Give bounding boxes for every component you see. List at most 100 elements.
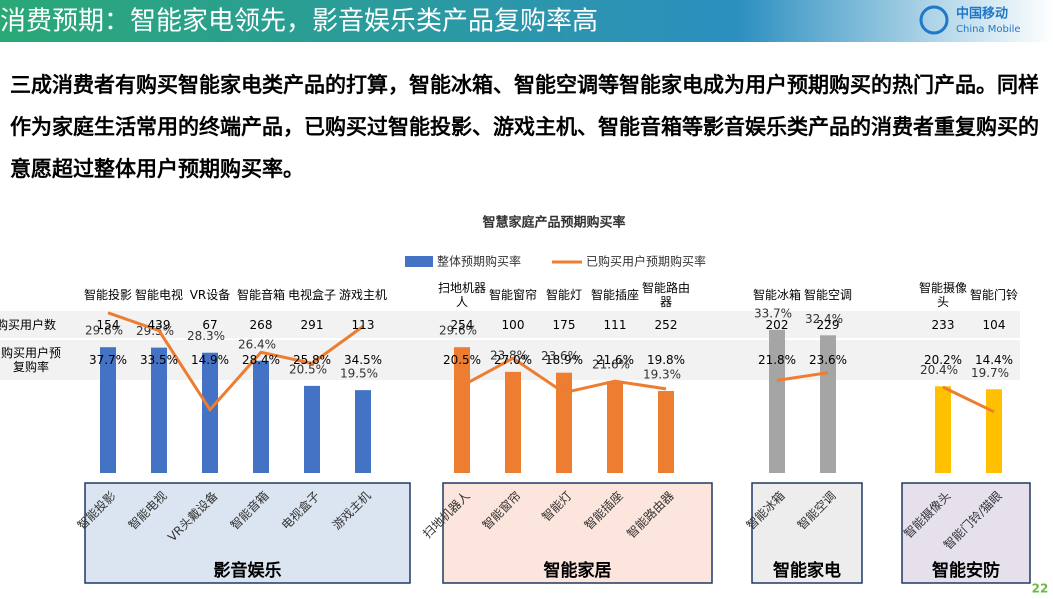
table-header: 智能灯 bbox=[545, 288, 582, 302]
body-text: 三成消费者有购买智能家电类产品的打算，智能冰箱、智能空调等智能家电成为用户预期购… bbox=[10, 73, 1039, 181]
table-cell: 233 bbox=[931, 317, 955, 332]
table-cell: 27.0% bbox=[493, 353, 533, 367]
table-header: 智能冰箱 bbox=[752, 288, 801, 302]
bar bbox=[304, 385, 320, 473]
bar-value-label: 20.5% bbox=[289, 362, 327, 376]
legend-swatch bbox=[405, 256, 433, 267]
line-series bbox=[776, 371, 829, 382]
bar-value-label: 19.7% bbox=[971, 366, 1009, 380]
group-box bbox=[901, 482, 1031, 584]
table-cell: 100 bbox=[501, 317, 525, 332]
group-box bbox=[442, 482, 713, 584]
bar bbox=[820, 335, 836, 473]
table-cell: 23.6% bbox=[808, 353, 848, 367]
table-cell: 291 bbox=[300, 317, 324, 332]
table-row-label: 购买用户数 bbox=[0, 317, 57, 332]
bar-value-label: 19.3% bbox=[643, 367, 681, 381]
bar bbox=[253, 360, 269, 473]
slide-title: 消费预期：智能家电领先，影音娱乐类产品复购率高 bbox=[0, 7, 598, 37]
table-cell: 37.7% bbox=[88, 353, 128, 367]
table-cell: 14.4% bbox=[974, 353, 1014, 367]
table-cell: 113 bbox=[351, 317, 375, 332]
table-header: 智能投影 bbox=[83, 288, 132, 302]
table-header: 电视盒子 bbox=[287, 288, 336, 302]
bar bbox=[607, 381, 623, 473]
bar bbox=[505, 371, 521, 473]
legend-label: 已购买用户预期购买率 bbox=[586, 254, 706, 269]
table-header: 扫地机器人 bbox=[437, 281, 486, 309]
table-cell: 229 bbox=[816, 317, 840, 332]
bar-value-label: 29.6% bbox=[439, 324, 477, 338]
bar-value-label: 29.5% bbox=[136, 324, 174, 338]
table-cell: 20.2% bbox=[923, 353, 963, 367]
bar bbox=[151, 347, 167, 473]
table-row-bg bbox=[0, 311, 1020, 338]
table-cell: 20.5% bbox=[442, 353, 482, 367]
table-cell: 33.5% bbox=[139, 353, 179, 367]
table-header: 智能音箱 bbox=[236, 288, 285, 302]
bar-value-label: 23.8% bbox=[490, 348, 528, 362]
table-cell: 254 bbox=[450, 317, 474, 332]
table-header: 智能门铃 bbox=[969, 288, 1018, 302]
table-row-label: 购买用户预复购率 bbox=[0, 346, 61, 374]
line-series bbox=[942, 385, 995, 414]
table-cell: 439 bbox=[147, 317, 171, 332]
table-cell: 104 bbox=[982, 317, 1006, 332]
bar-value-label: 26.4% bbox=[238, 337, 276, 351]
table-cell: 175 bbox=[552, 317, 576, 332]
bar bbox=[202, 352, 218, 473]
group-name: 影音娱乐 bbox=[214, 560, 282, 581]
bar-value-label: 21.6% bbox=[592, 358, 630, 372]
chart-title: 智慧家庭产品预期购买率 bbox=[482, 215, 625, 231]
bar-value-label: 19.5% bbox=[340, 367, 378, 381]
table-header: VR设备 bbox=[189, 288, 231, 302]
bar-value-label: 32.4% bbox=[805, 312, 843, 326]
group-name: 智能家居 bbox=[544, 560, 612, 581]
page-number: 22 bbox=[1032, 582, 1049, 596]
table-cell: 19.8% bbox=[646, 353, 686, 367]
table-header: 游戏主机 bbox=[338, 288, 387, 302]
table-cell: 21.8% bbox=[757, 353, 797, 367]
table-cell: 18.9% bbox=[544, 353, 584, 367]
bar-value-label: 28.3% bbox=[187, 329, 225, 343]
table-cell: 268 bbox=[249, 317, 273, 332]
table-header: 智能插座 bbox=[590, 288, 639, 302]
bar bbox=[454, 347, 470, 473]
bar bbox=[769, 329, 785, 473]
header-bar bbox=[0, 0, 1053, 42]
logo-en: China Mobile bbox=[956, 24, 1021, 35]
table-cell: 252 bbox=[654, 317, 678, 332]
table-cell: 111 bbox=[603, 317, 627, 332]
logo-icon bbox=[919, 5, 949, 35]
bar-value-label: 20.4% bbox=[920, 363, 958, 377]
group-box bbox=[84, 482, 411, 584]
legend-label: 整体预期购买率 bbox=[437, 254, 521, 269]
table-cell: 34.5% bbox=[343, 353, 383, 367]
table-cell: 28.4% bbox=[241, 353, 281, 367]
bar bbox=[935, 386, 951, 473]
table-header: 智能窗帘 bbox=[488, 288, 537, 302]
group-box bbox=[751, 482, 863, 584]
bar bbox=[100, 347, 116, 473]
table-header: 智能摄像头 bbox=[918, 281, 967, 309]
logo-cn: 中国移动 bbox=[956, 6, 1008, 22]
table-header: 智能路由器 bbox=[641, 281, 690, 309]
bar-value-label: 29.6% bbox=[85, 324, 123, 338]
line-series bbox=[107, 311, 364, 413]
table-cell: 25.8% bbox=[292, 353, 332, 367]
bar bbox=[355, 390, 371, 473]
table-header: 智能电视 bbox=[134, 288, 183, 302]
table-cell: 202 bbox=[765, 317, 789, 332]
bar-value-label: 23.6% bbox=[541, 349, 579, 363]
bar bbox=[556, 372, 572, 473]
table-cell: 67 bbox=[202, 317, 218, 332]
bar bbox=[986, 389, 1002, 473]
group-name: 智能安防 bbox=[932, 560, 1000, 581]
table-cell: 154 bbox=[96, 317, 120, 332]
bar bbox=[658, 390, 674, 473]
line-series bbox=[461, 356, 667, 395]
group-name: 智能家电 bbox=[773, 560, 841, 581]
table-cell: 21.6% bbox=[595, 353, 635, 367]
